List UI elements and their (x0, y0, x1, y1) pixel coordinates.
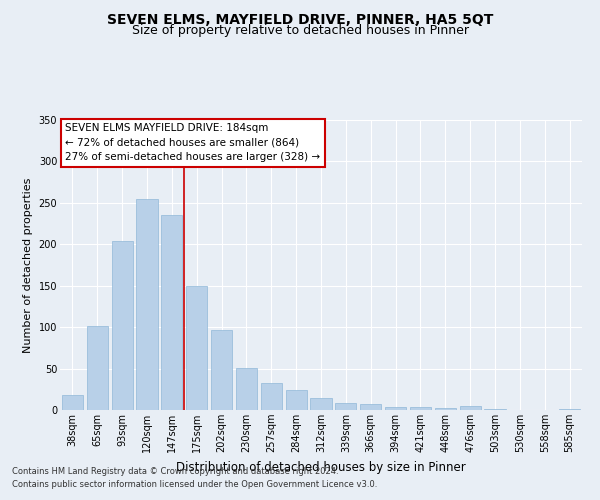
Text: SEVEN ELMS MAYFIELD DRIVE: 184sqm
← 72% of detached houses are smaller (864)
27%: SEVEN ELMS MAYFIELD DRIVE: 184sqm ← 72% … (65, 123, 320, 162)
Bar (460, 406, 481, 410)
X-axis label: Distribution of detached houses by size in Pinner: Distribution of detached houses by size … (176, 460, 466, 473)
Bar (310, 398, 332, 410)
Bar (435, 408, 456, 410)
Y-axis label: Number of detached properties: Number of detached properties (23, 178, 33, 352)
Bar (286, 390, 307, 410)
Bar (112, 241, 133, 410)
Text: SEVEN ELMS, MAYFIELD DRIVE, PINNER, HA5 5QT: SEVEN ELMS, MAYFIELD DRIVE, PINNER, HA5 … (107, 12, 493, 26)
Text: Contains HM Land Registry data © Crown copyright and database right 2024.: Contains HM Land Registry data © Crown c… (12, 467, 338, 476)
Bar (385, 406, 406, 410)
Bar (410, 406, 431, 410)
Bar (236, 368, 257, 410)
Bar (335, 402, 356, 410)
Text: Size of property relative to detached houses in Pinner: Size of property relative to detached ho… (131, 24, 469, 37)
Bar (186, 286, 207, 410)
Bar (87, 326, 108, 410)
Bar (136, 198, 158, 410)
Bar (360, 404, 381, 410)
Bar (161, 216, 182, 410)
Text: Contains public sector information licensed under the Open Government Licence v3: Contains public sector information licen… (12, 480, 377, 489)
Bar (559, 409, 580, 410)
Bar (484, 409, 506, 410)
Bar (211, 330, 232, 410)
Bar (261, 382, 282, 410)
Bar (62, 395, 83, 410)
